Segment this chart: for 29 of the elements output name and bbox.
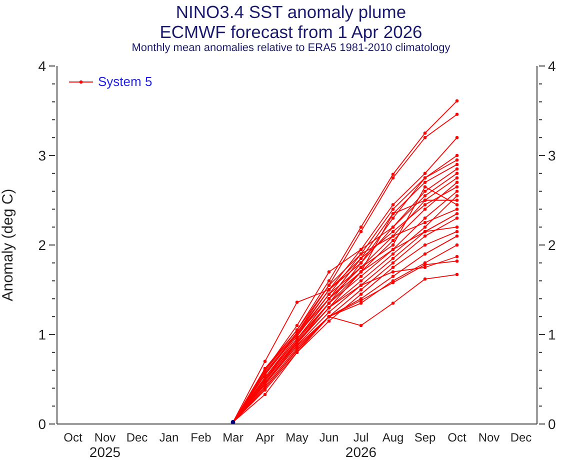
y2-tick-label: 4 xyxy=(548,58,556,74)
y-tick-label: 2 xyxy=(38,236,46,253)
x-tick-label: Jan xyxy=(159,430,179,445)
x-tick-label: Sep xyxy=(414,430,436,445)
y-tick-label: 4 xyxy=(38,58,46,74)
x-tick-label: Oct xyxy=(64,430,83,445)
x-tick-label: Mar xyxy=(222,430,244,445)
x-tick-label: Dec xyxy=(510,430,532,445)
x-tick-label: Nov xyxy=(478,430,500,445)
y-tick-label: 0 xyxy=(38,416,46,432)
y2-tick-label: 0 xyxy=(548,416,556,432)
y-tick-label: 3 xyxy=(38,147,46,164)
x-tick-label: Apr xyxy=(256,430,274,445)
y2-tick-label: 1 xyxy=(548,326,556,342)
y-tick-label: 1 xyxy=(38,326,46,342)
x-tick-label: Dec xyxy=(126,430,148,445)
legend-label: System 5 xyxy=(98,74,152,89)
y-axis-title: Anomaly (deg C) xyxy=(0,188,16,302)
x-tick-label: May xyxy=(286,430,308,445)
chart-title: NINO3.4 SST anomaly plume ECMWF forecast from 1 Apr 2026 xyxy=(158,2,424,42)
x-tick-label: Nov 2025 xyxy=(89,430,121,460)
x-tick-label: Feb xyxy=(190,430,212,445)
x-tick-label: Jun xyxy=(319,430,339,445)
chart-subtitle: Monthly mean anomalies relative to ERA5 1981-2010 climatology xyxy=(130,42,452,55)
x-tick-label: Jul 2026 xyxy=(345,430,377,460)
x-tick-label: Aug xyxy=(382,430,404,445)
x-tick-label: Oct xyxy=(448,430,467,445)
y2-tick-label: 3 xyxy=(548,147,556,164)
y2-tick-label: 2 xyxy=(548,236,556,253)
